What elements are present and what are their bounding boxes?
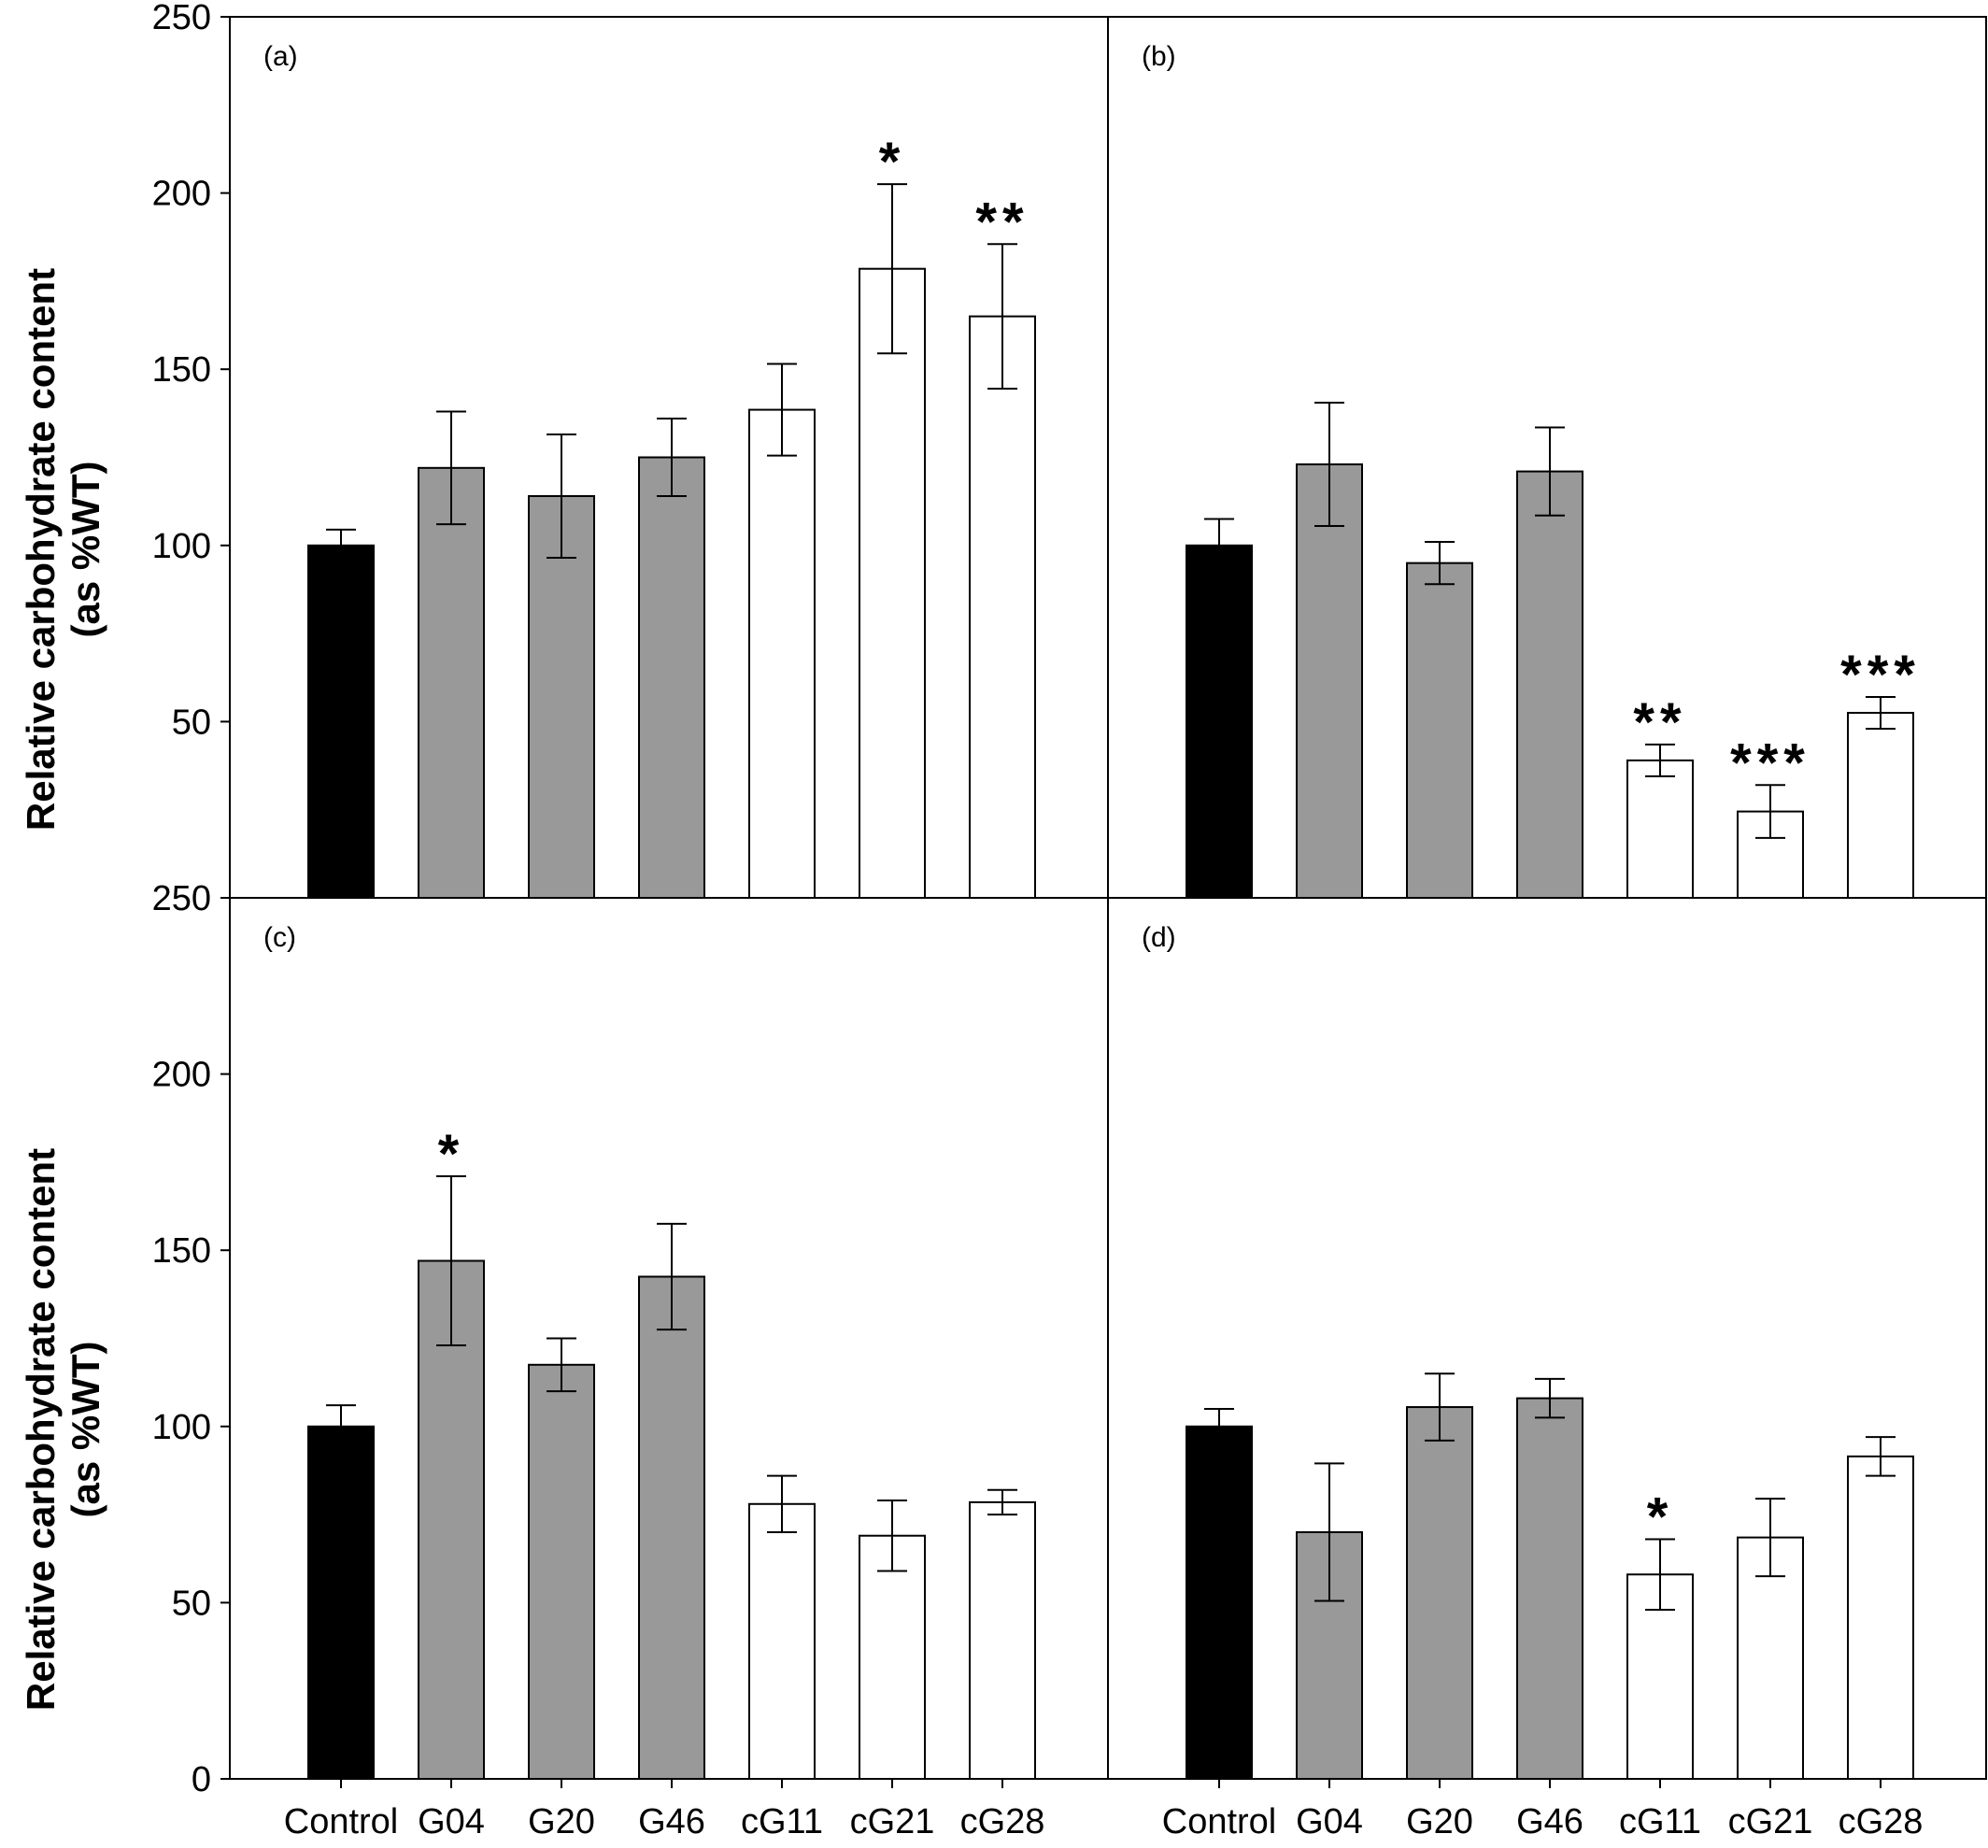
x-tick-label: G04 xyxy=(1296,1802,1363,1841)
significance-marker: ** xyxy=(1633,692,1686,753)
plot-area: 50100150200250050100150200250(a)***(b)**… xyxy=(152,0,1987,1841)
panel-a: (a)*** xyxy=(263,41,1036,899)
x-tick-label: G04 xyxy=(418,1802,485,1841)
y-title-line-2: (as %WT) xyxy=(64,462,107,638)
y-tick-label: 100 xyxy=(152,527,211,566)
bar xyxy=(1847,711,1914,899)
bar xyxy=(1737,1536,1804,1781)
panel-d: (d) * Control G04 G20 G46 cG11 cG21 cG28 xyxy=(1142,922,1923,1841)
bar xyxy=(969,1500,1036,1780)
bar xyxy=(418,466,485,899)
panel-b: (b)******** xyxy=(1142,41,1921,900)
panel-label: (c) xyxy=(263,922,296,953)
bar xyxy=(418,1259,485,1780)
x-tick-label: G20 xyxy=(1406,1802,1473,1841)
y-tick-label: 250 xyxy=(152,0,211,37)
bar xyxy=(638,456,705,899)
y-title-line-2: (as %WT) xyxy=(64,1342,107,1518)
bar xyxy=(1626,759,1694,900)
y-tick-label: 0 xyxy=(192,1760,211,1799)
x-tick-label: cG28 xyxy=(1839,1802,1924,1841)
x-tick-label: cG21 xyxy=(1728,1802,1813,1841)
y-axis-title-top: Relative carbohydrate content (as %WT) xyxy=(19,268,107,831)
significance-marker: * xyxy=(879,132,906,192)
panel-label: (d) xyxy=(1142,922,1176,953)
y-tick-label: 50 xyxy=(172,1584,211,1623)
y-tick-label: 150 xyxy=(152,350,211,390)
bar xyxy=(528,494,595,899)
y-title-line-1: Relative carbohydrate content xyxy=(19,268,63,831)
significance-marker: ** xyxy=(975,192,1029,252)
y-tick-label: 50 xyxy=(172,703,211,742)
bar xyxy=(307,544,375,899)
bar xyxy=(638,1275,705,1780)
x-tick-label: cG28 xyxy=(960,1802,1045,1841)
y-tick-label: 100 xyxy=(152,1408,211,1447)
y-axis-title-bottom: Relative carbohydrate content (as %WT) xyxy=(19,1148,107,1711)
significance-marker: * xyxy=(1647,1487,1674,1548)
significance-marker: *** xyxy=(1730,732,1810,793)
significance-marker: * xyxy=(438,1124,465,1185)
x-tick-label: G46 xyxy=(1516,1802,1583,1841)
bar xyxy=(1516,470,1583,899)
bar xyxy=(1406,1406,1473,1780)
x-tick-label: G20 xyxy=(528,1802,595,1841)
x-tick-label: Control xyxy=(284,1802,399,1841)
bar xyxy=(1516,1397,1583,1781)
x-tick-label: cG21 xyxy=(850,1802,935,1841)
significance-marker: *** xyxy=(1840,645,1921,705)
bar xyxy=(859,1534,926,1781)
x-tick-label: cG11 xyxy=(741,1802,823,1841)
panel-label: (b) xyxy=(1142,41,1176,72)
bar xyxy=(528,1363,595,1781)
bar xyxy=(1186,1425,1253,1781)
y-tick-label: 200 xyxy=(152,1056,211,1095)
bar xyxy=(748,1502,816,1781)
bar xyxy=(748,408,816,899)
panel-label: (a) xyxy=(263,41,298,72)
bar xyxy=(1406,562,1473,899)
panel-c: (c) * Control G04 G20 G46 cG11 cG21 cG28 xyxy=(263,922,1044,1841)
x-tick-label: G46 xyxy=(638,1802,705,1841)
y-tick-label: 200 xyxy=(152,175,211,214)
bar xyxy=(969,315,1036,899)
bar xyxy=(307,1425,375,1781)
bar xyxy=(1847,1455,1914,1781)
x-tick-label: Control xyxy=(1162,1802,1277,1841)
bar xyxy=(1296,463,1363,899)
y-title-line-1: Relative carbohydrate content xyxy=(19,1148,63,1711)
y-tick-label: 150 xyxy=(152,1231,211,1271)
y-tick-label: 250 xyxy=(152,879,211,918)
bar xyxy=(859,267,926,899)
bar xyxy=(1186,544,1253,899)
x-tick-label: cG11 xyxy=(1619,1802,1701,1841)
